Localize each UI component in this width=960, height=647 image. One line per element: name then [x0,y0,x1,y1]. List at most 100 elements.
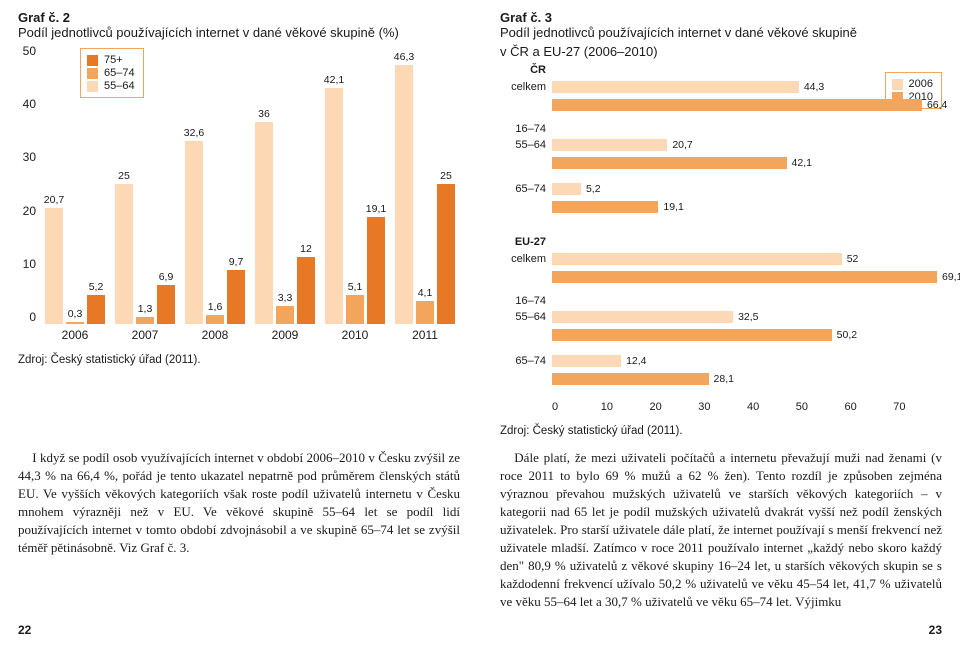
chart3-track [552,63,942,77]
chart2-xtick: 2006 [40,324,110,342]
chart3-track: 52 [552,252,942,266]
chart3-ylabel: 65–74 [500,183,552,195]
chart2-bar-label: 12 [300,243,312,257]
chart3-bar-label: 19,1 [658,201,683,213]
chart3-bar-label: 32,5 [733,311,758,323]
chart2-ytick: 50 [18,44,36,58]
chart3-title-bold: Graf č. 3 [500,10,942,25]
chart3-xtick: 70 [893,401,942,413]
body-right-col: Dále platí, že mezi uživateli počítačů a… [500,449,942,610]
chart3-row: 50,2 [500,327,942,343]
chart2-bar-label: 3,3 [278,292,293,306]
chart3-bar: 28,1 [552,373,709,385]
chart3-row: 42,1 [500,155,942,171]
chart3-row-gap [500,173,942,181]
chart2-bar-label: 32,6 [184,127,204,141]
body-left-paragraph: I když se podíl osob využívajících inter… [18,449,460,557]
chart2-group: 20,70,35,2 [40,44,110,324]
chart3-track [552,235,942,249]
chart3-ylabel: 65–74 [500,355,552,367]
chart2-bar-label: 20,7 [44,194,64,208]
chart2-ytick: 40 [18,97,36,111]
chart2-group: 32,6 1,6 9,7 [180,44,250,324]
chart2-title: Podíl jednotlivců používajících internet… [18,25,460,40]
chart3-track [552,294,942,308]
chart2-bar-label: 9,7 [229,256,244,270]
chart3-bar-label: 42,1 [787,157,812,169]
chart3-bar: 19,1 [552,201,658,213]
chart3-ylabel: 55–64 [500,139,552,151]
chart3-bar: 20,7 [552,139,667,151]
chart3-track: 19,1 [552,200,942,214]
chart2-bar: 4,1 [416,301,434,324]
chart2-xaxis: 200620072008200920102011 [40,324,460,342]
chart2-bar-label: 36 [258,108,270,122]
chart3-title-l1: Podíl jednotlivců používajících internet… [500,25,942,40]
page-number-right: 23 [929,623,942,637]
chart3-track: 44,3 [552,80,942,94]
chart2-ytick: 0 [18,310,36,324]
chart2-bar: 19,1 [367,217,385,324]
chart2-bar-label: 1,6 [208,301,223,315]
chart2-ytick: 20 [18,204,36,218]
body-left-col: I když se podíl osob využívajících inter… [18,449,460,610]
chart3-row: 69,1 [500,269,942,285]
chart3-xtick: 40 [747,401,796,413]
chart3-ylabel: celkem [500,253,552,265]
chart2-plot: 75+65–7455–64 20,70,35,2251,36,932,61,69… [40,44,460,324]
chart3-ylabel: 55–64 [500,311,552,323]
chart2-group: 46,34,125 [390,44,460,324]
body-text-row: I když se podíl osob využívajících inter… [18,449,942,610]
chart3-track: 5,2 [552,182,942,196]
chart2-xtick: 2011 [390,324,460,342]
chart3-bar: 42,1 [552,157,787,169]
chart2-bar: 25 [115,184,133,324]
chart2-bar: 6,9 [157,285,175,324]
chart2-group: 42,15,119,1 [320,44,390,324]
chart2-bar: 0,3 [66,322,84,324]
chart3-section-label: EU-27 [500,236,552,248]
chart2-bar-label: 6,9 [159,271,174,285]
chart3-track: 50,2 [552,328,942,342]
chart3-bar: 66,4 [552,99,922,111]
chart2-bar: 20,7 [45,208,63,324]
chart3-row: celkem44,3 [500,79,942,95]
chart3-bar: 5,2 [552,183,581,195]
chart2-ytick: 30 [18,150,36,164]
chart2-title-bold: Graf č. 2 [18,10,460,25]
chart2-bar-label: 4,1 [418,287,433,301]
chart3-bar: 12,4 [552,355,621,367]
chart3-xtick: 20 [650,401,699,413]
chart3-bar-label: 69,1 [937,271,960,283]
chart2-bar: 3,3 [276,306,294,324]
chart3-plot: ČRcelkem44,366,416–7455–6420,742,165–745… [500,63,942,397]
charts-row: Graf č. 2 Podíl jednotlivců používajícíc… [18,10,942,437]
chart3-xtick: 10 [601,401,650,413]
chart2-xtick: 2010 [320,324,390,342]
chart3-track: 32,5 [552,310,942,324]
chart2-bar: 36 [255,122,273,324]
chart3-ylabel: 16–74 [500,295,552,307]
chart3-bar-label: 44,3 [799,81,824,93]
chart3-source: Zdroj: Český statistický úřad (2011). [500,425,942,437]
chart3-bar-label: 52 [842,253,859,265]
chart2-bar-label: 46,3 [394,51,414,65]
chart2-bar: 12 [297,257,315,324]
chart3-row-gap [500,389,942,397]
chart3-row: 55–6420,7 [500,137,942,153]
page-numbers: 22 23 [18,623,942,637]
chart3-xaxis: 010203040506070 [552,401,942,413]
chart3-row: 65–7412,4 [500,353,942,369]
chart2-bar-label: 5,2 [89,281,104,295]
chart3-xtick: 60 [845,401,894,413]
chart3-section-gap [500,225,942,235]
chart3-track: 66,4 [552,98,942,112]
chart3-track: 12,4 [552,354,942,368]
chart2-xtick: 2008 [180,324,250,342]
chart2-yaxis: 50403020100 [18,44,40,324]
chart3-title-l2: v ČR a EU-27 (2006–2010) [500,44,942,59]
chart2-column: Graf č. 2 Podíl jednotlivců používajícíc… [18,10,460,437]
chart3-bar: 50,2 [552,329,832,341]
chart3-section-head: EU-27 [500,235,942,249]
chart3-track [552,122,942,136]
